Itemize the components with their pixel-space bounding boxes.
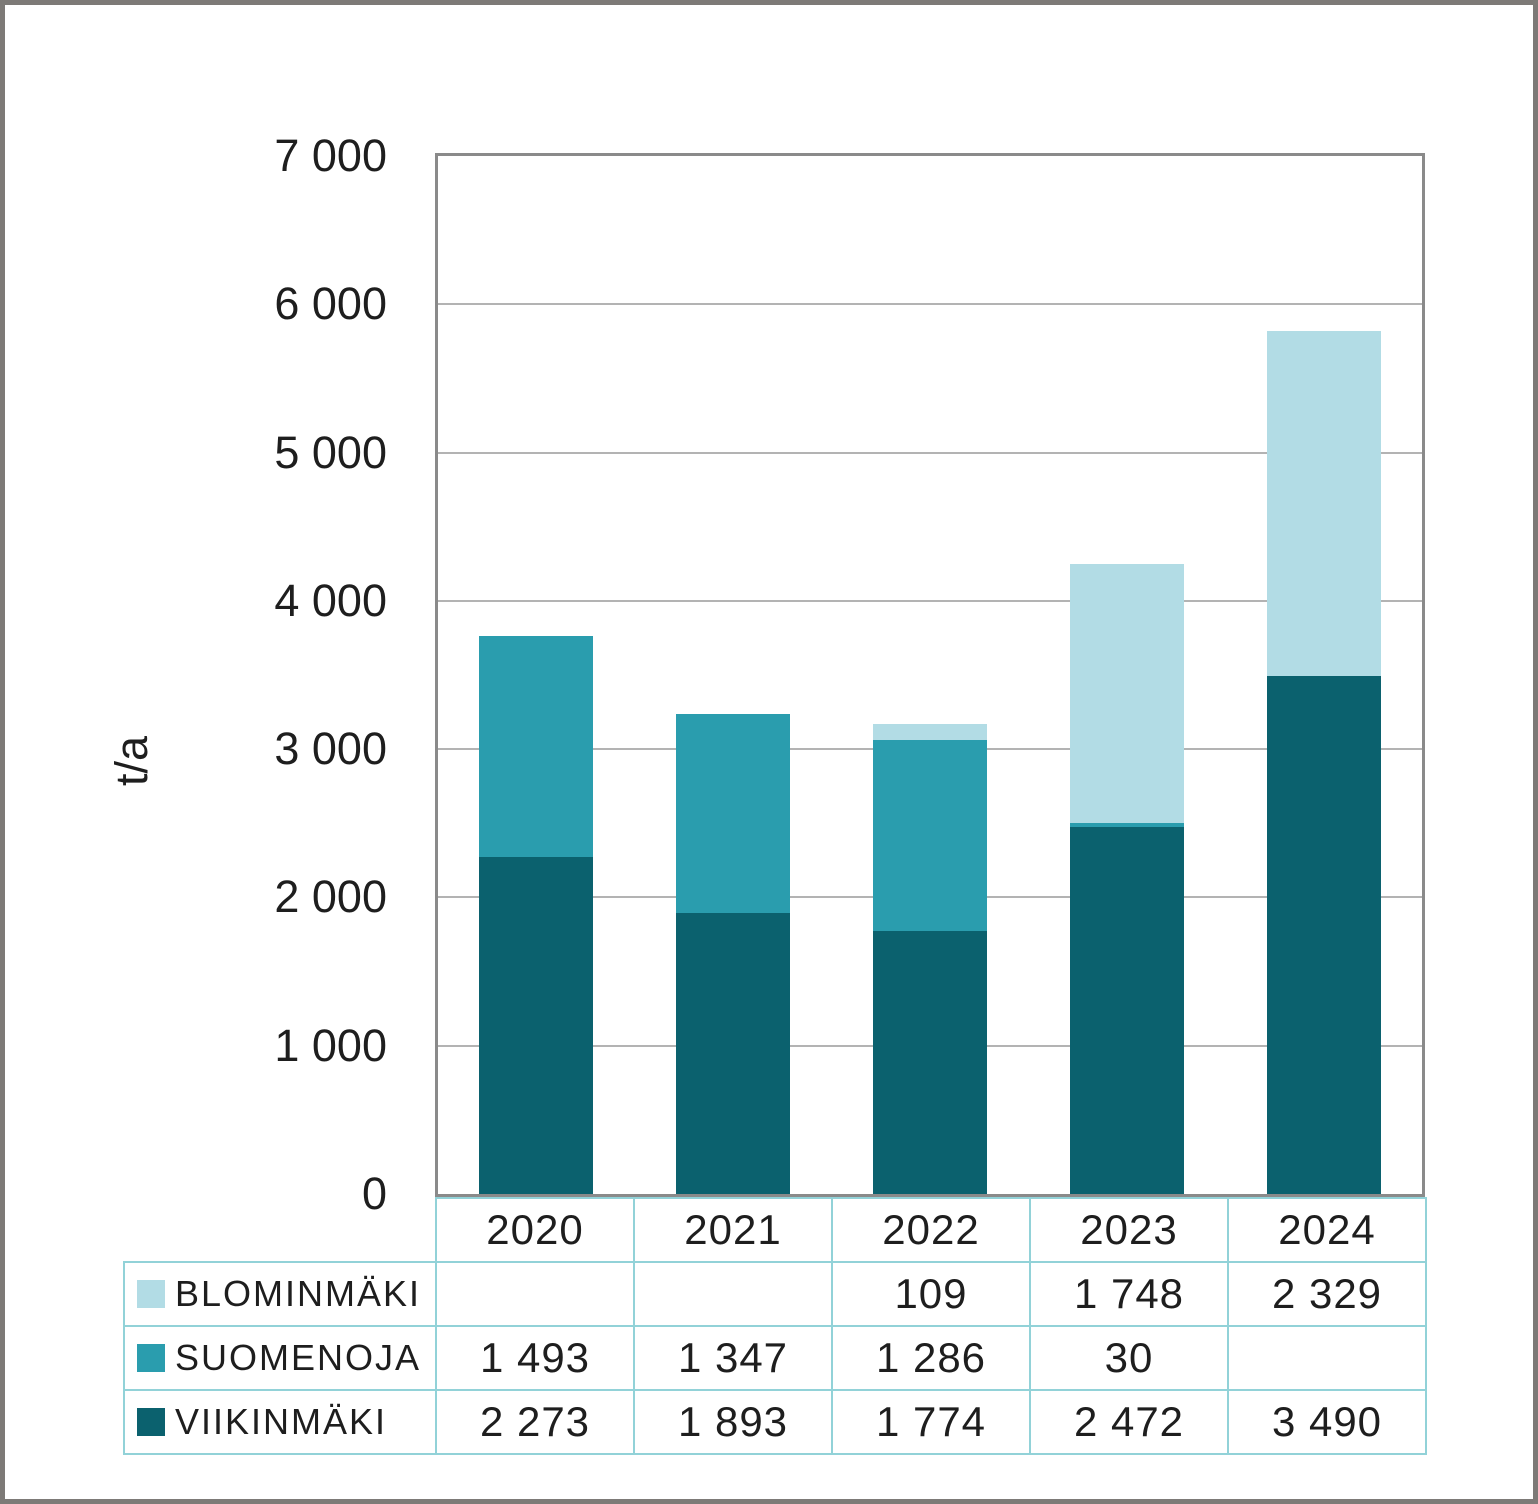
value-viikinmäki-2024: 3 490 — [1227, 1389, 1427, 1455]
value-blominmäki-2024: 2 329 — [1227, 1261, 1427, 1327]
bar-2021-suomenoja — [676, 713, 791, 914]
bar-2023-blominmäki — [1069, 563, 1184, 823]
legend-swatch-blominmäki — [137, 1280, 165, 1308]
bar-2022-suomenoja — [873, 740, 987, 931]
series-name: SUOMENOJA — [175, 1337, 422, 1378]
value-viikinmäki-2021: 1 893 — [633, 1389, 833, 1455]
value-suomenoja-2020: 1 493 — [435, 1325, 635, 1391]
y-axis-tick-labels: 0 1 000 2 000 3 000 4 000 5 000 6 000 7 000 — [5, 130, 387, 1219]
year-header-2020: 2020 — [435, 1197, 635, 1263]
value-viikinmäki-2020: 2 273 — [435, 1389, 635, 1455]
bar-2023-suomenoja — [1069, 823, 1184, 828]
y-tick-label-1000: 1 000 — [274, 1019, 387, 1071]
bar-2022-viikinmäki — [873, 930, 987, 1194]
y-tick-label-7000: 7 000 — [274, 130, 387, 181]
y-tick-label-6000: 6 000 — [274, 278, 387, 330]
value-suomenoja-2021: 1 347 — [633, 1325, 833, 1391]
gridline-4000 — [438, 599, 1422, 602]
gridline-5000 — [438, 451, 1422, 454]
legend-swatch-suomenoja — [137, 1344, 165, 1372]
legend-swatch-viikinmäki — [137, 1408, 165, 1436]
table-blank-cell — [124, 1198, 436, 1262]
y-tick-label-5000: 5 000 — [274, 426, 387, 478]
data-table: 2020 2021 2022 2023 2024 BLOMINMÄKI 109 1 748 2 … — [123, 1197, 1427, 1455]
y-tick-label-0: 0 — [361, 1168, 387, 1219]
value-suomenoja-2022: 1 286 — [831, 1325, 1031, 1391]
value-blominmäki-2021 — [633, 1261, 833, 1327]
table-row-blominmäki: BLOMINMÄKI 109 1 748 2 329 — [123, 1261, 1427, 1327]
series-name: VIIKINMÄKI — [175, 1401, 388, 1442]
series-label-cell: SUOMENOJA — [123, 1325, 437, 1391]
year-header-2024: 2024 — [1227, 1197, 1427, 1263]
bar-2020-suomenoja — [479, 635, 594, 857]
bar-2023-viikinmäki — [1069, 827, 1184, 1194]
year-header-2022: 2022 — [831, 1197, 1031, 1263]
bar-2024-viikinmäki — [1266, 676, 1381, 1194]
series-label-cell: BLOMINMÄKI — [123, 1261, 437, 1327]
series-label-inner: VIIKINMÄKI — [137, 1401, 434, 1443]
value-blominmäki-2022: 109 — [831, 1261, 1031, 1327]
series-label-inner: SUOMENOJA — [137, 1337, 434, 1379]
plot-area — [435, 153, 1425, 1197]
gridline-6000 — [438, 303, 1422, 306]
year-header-2023: 2023 — [1029, 1197, 1229, 1263]
table-row-suomenoja: SUOMENOJA 1 493 1 347 1 286 30 — [123, 1325, 1427, 1391]
bar-2022-blominmäki — [873, 724, 987, 741]
bar-2024-blominmäki — [1266, 331, 1381, 677]
table-row-viikinmäki: VIIKINMÄKI 2 273 1 893 1 774 2 472 3 490 — [123, 1389, 1427, 1455]
value-viikinmäki-2023: 2 472 — [1029, 1389, 1229, 1455]
value-blominmäki-2020 — [435, 1261, 635, 1327]
series-label-cell: VIIKINMÄKI — [123, 1389, 437, 1455]
series-label-inner: BLOMINMÄKI — [137, 1273, 434, 1315]
table-header-row: 2020 2021 2022 2023 2024 — [124, 1197, 1427, 1263]
y-tick-label-4000: 4 000 — [274, 574, 387, 626]
value-blominmäki-2023: 1 748 — [1029, 1261, 1229, 1327]
y-tick-label-3000: 3 000 — [274, 723, 387, 775]
year-header-2021: 2021 — [633, 1197, 833, 1263]
bar-2021-viikinmäki — [676, 913, 791, 1194]
table-body: 2020 2021 2022 2023 2024 BLOMINMÄKI 109 1 748 2 … — [123, 1197, 1427, 1455]
y-tick-label-2000: 2 000 — [274, 871, 387, 923]
value-suomenoja-2023: 30 — [1029, 1325, 1229, 1391]
value-viikinmäki-2022: 1 774 — [831, 1389, 1031, 1455]
bar-2020-viikinmäki — [479, 856, 594, 1194]
series-name: BLOMINMÄKI — [175, 1273, 422, 1314]
value-suomenoja-2024 — [1227, 1325, 1427, 1391]
